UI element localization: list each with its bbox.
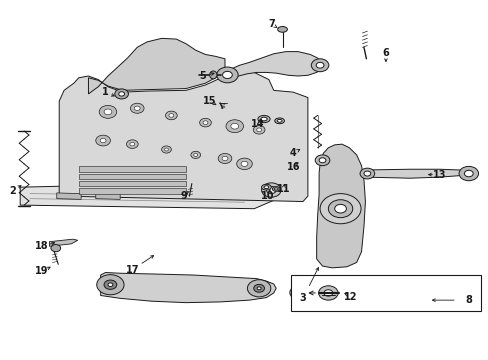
Text: 18: 18: [35, 241, 49, 251]
Polygon shape: [96, 193, 120, 199]
Circle shape: [241, 161, 247, 166]
Circle shape: [203, 121, 207, 125]
Text: 2: 2: [9, 186, 16, 196]
Circle shape: [193, 153, 197, 156]
Circle shape: [119, 92, 124, 96]
Text: 3: 3: [299, 293, 306, 303]
Circle shape: [96, 135, 110, 146]
Ellipse shape: [277, 27, 287, 32]
Polygon shape: [222, 51, 322, 78]
FancyBboxPatch shape: [290, 275, 480, 311]
Circle shape: [130, 103, 144, 113]
Ellipse shape: [257, 116, 269, 123]
Text: 16: 16: [286, 162, 300, 172]
Circle shape: [247, 280, 270, 297]
Circle shape: [253, 126, 264, 134]
Text: 4: 4: [289, 148, 296, 158]
Text: 15: 15: [202, 96, 216, 106]
Circle shape: [261, 183, 281, 197]
Circle shape: [218, 153, 231, 163]
Circle shape: [359, 168, 374, 179]
Circle shape: [320, 194, 360, 224]
Circle shape: [104, 280, 117, 289]
Polygon shape: [316, 144, 365, 268]
Circle shape: [363, 171, 370, 176]
Circle shape: [164, 148, 168, 151]
Polygon shape: [79, 166, 185, 172]
Text: 17: 17: [125, 265, 139, 275]
Circle shape: [289, 285, 309, 300]
Circle shape: [319, 158, 325, 163]
Ellipse shape: [209, 71, 217, 79]
Circle shape: [104, 109, 112, 115]
Circle shape: [256, 128, 261, 132]
Circle shape: [328, 200, 352, 218]
Polygon shape: [88, 39, 224, 94]
Circle shape: [51, 244, 61, 252]
Circle shape: [458, 166, 478, 181]
Text: 14: 14: [251, 120, 264, 129]
Circle shape: [236, 158, 252, 170]
Circle shape: [199, 118, 211, 127]
Ellipse shape: [274, 118, 284, 124]
Circle shape: [225, 120, 243, 133]
Polygon shape: [365, 169, 470, 178]
Circle shape: [318, 286, 337, 300]
Ellipse shape: [277, 120, 282, 122]
Ellipse shape: [260, 117, 266, 121]
Text: 9: 9: [180, 191, 186, 201]
Polygon shape: [101, 273, 276, 303]
Text: 7: 7: [267, 19, 274, 29]
Polygon shape: [79, 174, 185, 179]
Circle shape: [216, 67, 238, 83]
Circle shape: [190, 151, 200, 158]
Circle shape: [222, 71, 232, 78]
Text: 13: 13: [432, 170, 446, 180]
Text: 10: 10: [261, 191, 274, 201]
Polygon shape: [49, 239, 78, 246]
Circle shape: [134, 106, 140, 111]
Circle shape: [295, 289, 304, 296]
Circle shape: [315, 155, 329, 166]
Circle shape: [257, 287, 261, 290]
Circle shape: [266, 186, 276, 194]
Text: 11: 11: [276, 184, 290, 194]
Polygon shape: [20, 182, 283, 209]
Polygon shape: [79, 188, 185, 194]
Ellipse shape: [272, 186, 280, 191]
Circle shape: [161, 146, 171, 153]
Circle shape: [130, 142, 135, 146]
Polygon shape: [57, 193, 81, 199]
Circle shape: [99, 105, 117, 118]
Ellipse shape: [274, 188, 278, 190]
Text: 6: 6: [382, 48, 388, 58]
Text: 12: 12: [344, 292, 357, 302]
Text: 5: 5: [199, 71, 206, 81]
Circle shape: [222, 156, 227, 161]
Circle shape: [253, 284, 264, 292]
Circle shape: [100, 138, 106, 143]
Ellipse shape: [264, 186, 268, 189]
Text: 19: 19: [35, 266, 49, 276]
Text: 8: 8: [465, 295, 471, 305]
Polygon shape: [59, 72, 307, 202]
Circle shape: [464, 170, 472, 177]
Circle shape: [334, 204, 346, 213]
Circle shape: [115, 89, 128, 99]
Circle shape: [316, 62, 324, 68]
Circle shape: [168, 114, 173, 117]
Ellipse shape: [261, 184, 271, 190]
Circle shape: [324, 290, 332, 296]
Polygon shape: [79, 181, 185, 186]
Text: 1: 1: [102, 87, 109, 97]
Circle shape: [165, 111, 177, 120]
Circle shape: [311, 59, 328, 72]
Circle shape: [126, 140, 138, 148]
Circle shape: [108, 283, 113, 287]
Circle shape: [97, 275, 124, 295]
Circle shape: [230, 123, 238, 129]
